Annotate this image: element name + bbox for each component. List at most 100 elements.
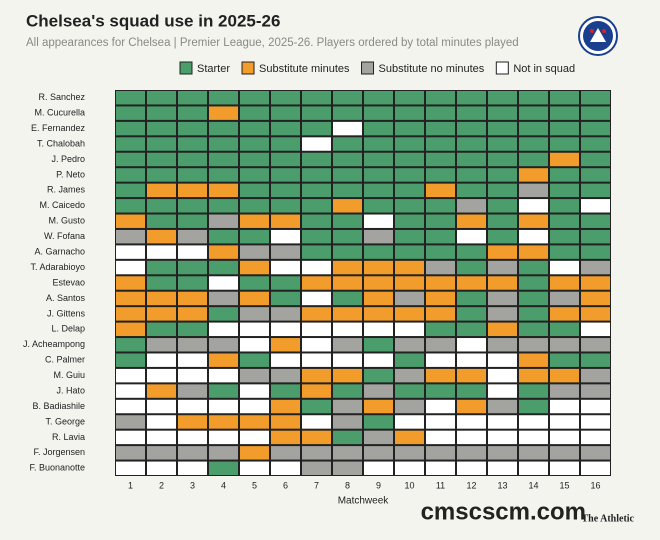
cell [116, 322, 145, 337]
cell [147, 137, 176, 151]
cell [519, 260, 548, 275]
cell [488, 368, 517, 383]
cell [581, 446, 610, 460]
x-tick-label: 11 [436, 480, 445, 490]
cell [550, 152, 579, 167]
y-tick-label: M. Guiu [53, 370, 85, 380]
cell [426, 291, 455, 306]
cell [302, 91, 331, 105]
cell [333, 338, 362, 352]
cell [519, 384, 548, 398]
cell [519, 307, 548, 321]
cell [116, 446, 145, 460]
cell [426, 199, 455, 213]
cell [364, 276, 393, 290]
cell [116, 183, 145, 198]
cell [147, 106, 176, 120]
cell [333, 214, 362, 228]
cell [364, 322, 393, 337]
cell [209, 260, 238, 275]
cell [519, 168, 548, 182]
cell [457, 291, 486, 306]
cell [178, 183, 207, 198]
cell [271, 430, 300, 445]
cell [581, 168, 610, 182]
cell [581, 91, 610, 105]
cell [550, 461, 579, 475]
cell [581, 276, 610, 290]
cell [209, 461, 238, 475]
cell [364, 430, 393, 445]
cell [271, 291, 300, 306]
x-tick-label: 3 [190, 480, 195, 490]
y-tick-label: L. Delap [51, 324, 85, 334]
cell [519, 137, 548, 151]
cell [426, 214, 455, 228]
cell [240, 91, 269, 105]
cell [550, 399, 579, 414]
cell [457, 276, 486, 290]
cell [302, 106, 331, 120]
cell [395, 461, 424, 475]
cell [581, 106, 610, 120]
cell [147, 245, 176, 259]
cell [550, 121, 579, 136]
cell [271, 446, 300, 460]
cell [395, 307, 424, 321]
cell [147, 121, 176, 136]
cell [178, 106, 207, 120]
cell [116, 245, 145, 259]
cell [364, 260, 393, 275]
source: The Athletic [582, 513, 635, 524]
cell [209, 353, 238, 367]
cell [395, 91, 424, 105]
cell [519, 121, 548, 136]
cell [581, 121, 610, 136]
cell [302, 399, 331, 414]
cell [457, 461, 486, 475]
cell [240, 368, 269, 383]
cell [240, 229, 269, 244]
cell [364, 229, 393, 244]
cell [178, 430, 207, 445]
cell [209, 307, 238, 321]
cell [581, 183, 610, 198]
cell [178, 415, 207, 429]
cell [364, 415, 393, 429]
cell [426, 106, 455, 120]
cell [178, 276, 207, 290]
cell [488, 461, 517, 475]
cell [426, 307, 455, 321]
cell [488, 121, 517, 136]
cell [178, 384, 207, 398]
cell [271, 168, 300, 182]
chart-title: Chelsea's squad use in 2025-26 [26, 11, 280, 30]
cell [488, 415, 517, 429]
cell [395, 245, 424, 259]
legend-swatch [179, 61, 193, 75]
cell [457, 121, 486, 136]
cell [178, 245, 207, 259]
cell [395, 430, 424, 445]
cell [488, 152, 517, 167]
cell [240, 260, 269, 275]
cell [178, 353, 207, 367]
cell [395, 322, 424, 337]
cell [333, 183, 362, 198]
cell [116, 121, 145, 136]
cell [240, 291, 269, 306]
cell [302, 214, 331, 228]
cell [488, 399, 517, 414]
cell [209, 399, 238, 414]
cell [116, 137, 145, 151]
cell [240, 338, 269, 352]
cell [457, 229, 486, 244]
cell [147, 260, 176, 275]
cell [519, 229, 548, 244]
y-tick-label: M. Gusto [48, 216, 85, 226]
cell [364, 384, 393, 398]
x-tick-label: 6 [283, 480, 288, 490]
cell [209, 291, 238, 306]
cell [581, 384, 610, 398]
cell [178, 322, 207, 337]
